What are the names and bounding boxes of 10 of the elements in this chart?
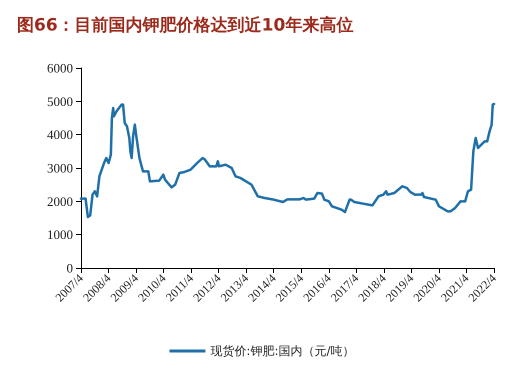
line-series <box>80 102 496 218</box>
y-tick-label: 2000 <box>47 194 73 209</box>
y-tick-label: 3000 <box>47 160 73 176</box>
y-tick-label: 1000 <box>47 227 73 242</box>
y-tick-label: 4000 <box>47 127 73 142</box>
y-tick-label: 0 <box>66 260 73 276</box>
legend-label: 现货价:钾肥:国内（元/吨） <box>210 344 355 358</box>
chart-title: 图66：目前国内钾肥价格达到近10年来高位 <box>17 16 354 36</box>
y-tick-label: 6000 <box>47 60 73 76</box>
y-tick-label: 5000 <box>47 94 73 109</box>
